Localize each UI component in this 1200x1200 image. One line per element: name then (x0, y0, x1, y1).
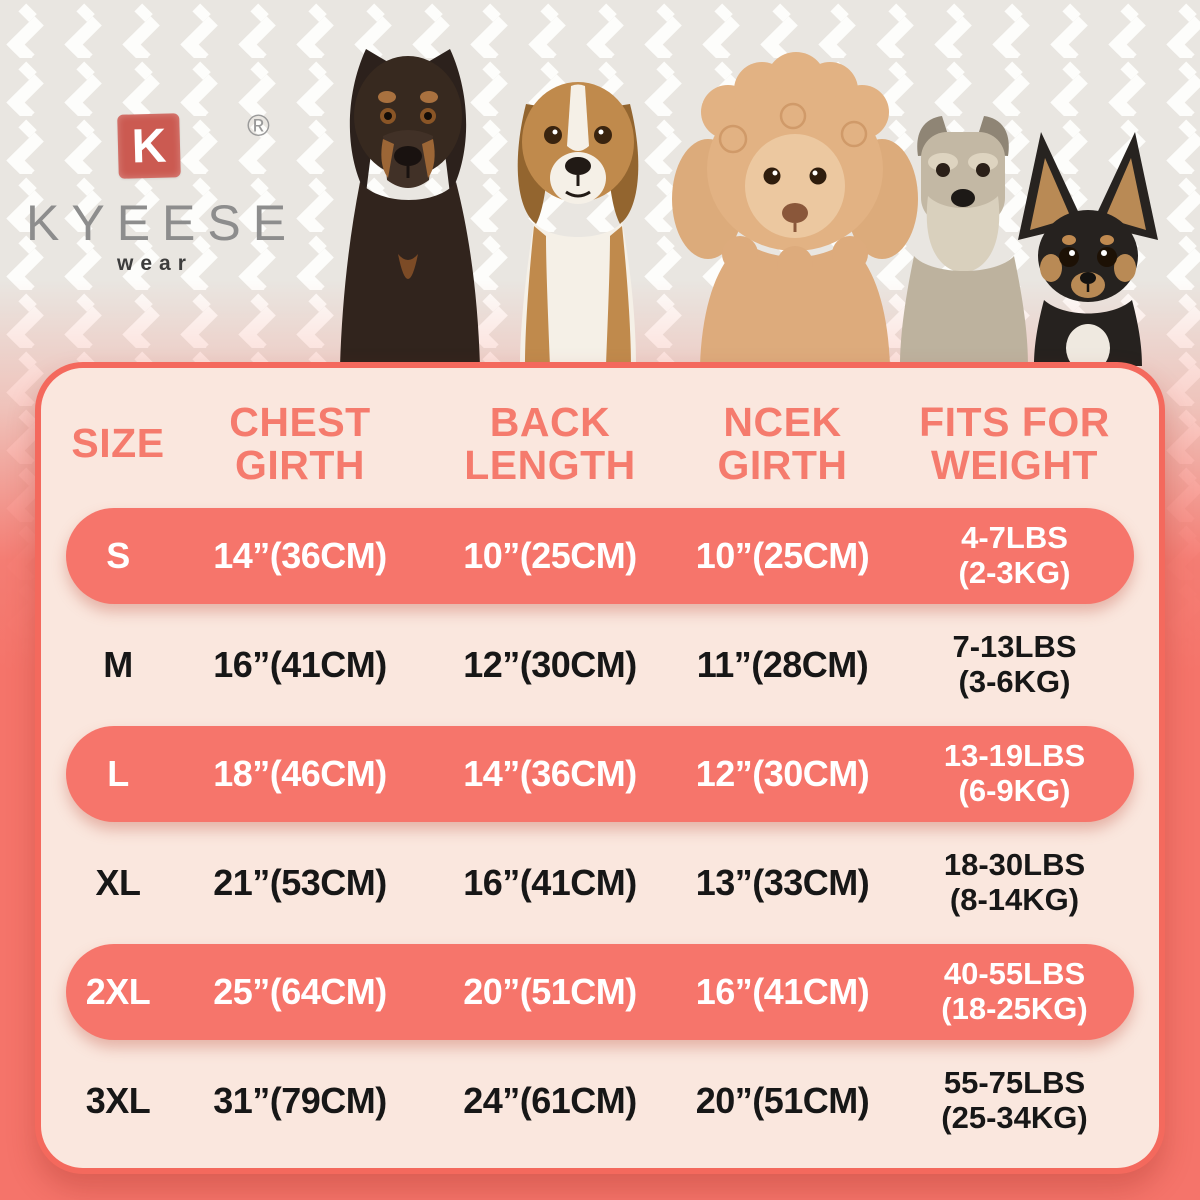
back-length-cell: 24”(61CM) (463, 1080, 637, 1121)
brand-name: KYEESE (26, 195, 299, 251)
size-chart-panel: SIZE CHEST GIRTH BACK LENGTH NCEK GIRTH … (35, 362, 1165, 1174)
size-cell: S (106, 535, 130, 576)
size-row-m: M 16”(41CM) 12”(30CM) 11”(28CM) 7-13LBS … (66, 617, 1134, 713)
size-row-s: S 14”(36CM) 10”(25CM) 10”(25CM) 4-7LBS (… (66, 508, 1134, 604)
neck-girth-cell: 11”(28CM) (696, 644, 869, 685)
brand-logo: K ® KYEESE wear (0, 0, 320, 300)
neck-girth-cell: 13”(33CM) (695, 862, 870, 903)
weight-cell: 7-13LBS (3-6KG) (952, 629, 1077, 699)
size-row-2xl: 2XL 25”(64CM) 20”(51CM) 16”(41CM) 40-55L… (66, 944, 1134, 1040)
size-row-3xl: 3XL 31”(79CM) 24”(61CM) 20”(51CM) 55-75L… (66, 1053, 1134, 1149)
size-chart-header-row: SIZE CHEST GIRTH BACK LENGTH NCEK GIRTH … (41, 368, 1159, 494)
dog-beagle (517, 82, 639, 366)
chest-girth-cell: 16”(41CM) (213, 644, 387, 685)
size-chart-rows: S 14”(36CM) 10”(25CM) 10”(25CM) 4-7LBS (… (41, 494, 1159, 1149)
size-cell: 3XL (85, 1080, 151, 1121)
weight-cell: 40-55LBS (18-25KG) (941, 956, 1088, 1026)
back-length-cell: 14”(36CM) (463, 753, 637, 794)
weight-cell: 13-19LBS (6-9KG) (943, 738, 1086, 808)
column-header-chest-girth: CHEST GIRTH (229, 398, 371, 488)
back-length-cell: 20”(51CM) (463, 971, 637, 1012)
weight-cell: 4-7LBS (2-3KG) (958, 520, 1071, 590)
back-length-cell: 16”(41CM) (463, 862, 637, 903)
size-cell: 2XL (85, 971, 151, 1012)
column-header-back-length: BACK LENGTH (464, 398, 636, 488)
chest-girth-cell: 21”(53CM) (213, 862, 387, 903)
chest-girth-cell: 14”(36CM) (213, 535, 387, 576)
back-length-cell: 10”(25CM) (463, 535, 637, 576)
dog-poodle (672, 52, 918, 366)
neck-girth-cell: 12”(30CM) (695, 753, 870, 794)
brand-k-square-icon: K (117, 113, 181, 179)
chest-girth-cell: 31”(79CM) (213, 1080, 387, 1121)
size-cell: M (103, 644, 133, 685)
chest-girth-cell: 25”(64CM) (213, 971, 387, 1012)
neck-girth-cell: 10”(25CM) (695, 535, 870, 576)
size-row-xl: XL 21”(53CM) 16”(41CM) 13”(33CM) 18-30LB… (66, 835, 1134, 931)
column-header-size: SIZE (71, 420, 165, 467)
column-header-neck-girth: NCEK GIRTH (717, 398, 848, 488)
back-length-cell: 12”(30CM) (463, 644, 637, 685)
column-header-fits-for-weight: FITS FOR WEIGHT (919, 398, 1110, 488)
size-cell: XL (95, 862, 141, 903)
chest-girth-cell: 18”(46CM) (213, 753, 387, 794)
weight-cell: 18-30LBS (8-14KG) (943, 847, 1086, 917)
neck-girth-cell: 16”(41CM) (695, 971, 870, 1012)
brand-subtitle: wear (117, 252, 193, 275)
size-row-l: L 18”(46CM) 14”(36CM) 12”(30CM) 13-19LBS… (66, 726, 1134, 822)
dog-chihuahua (1018, 132, 1158, 366)
registered-trademark-symbol: ® (247, 108, 270, 143)
dog-doberman (340, 49, 480, 366)
dog-schnauzer (900, 116, 1028, 366)
neck-girth-cell: 20”(51CM) (695, 1080, 870, 1121)
size-cell: L (107, 753, 129, 794)
dogs-hero-image (340, 49, 1158, 366)
weight-cell: 55-75LBS (25-34KG) (941, 1065, 1088, 1135)
